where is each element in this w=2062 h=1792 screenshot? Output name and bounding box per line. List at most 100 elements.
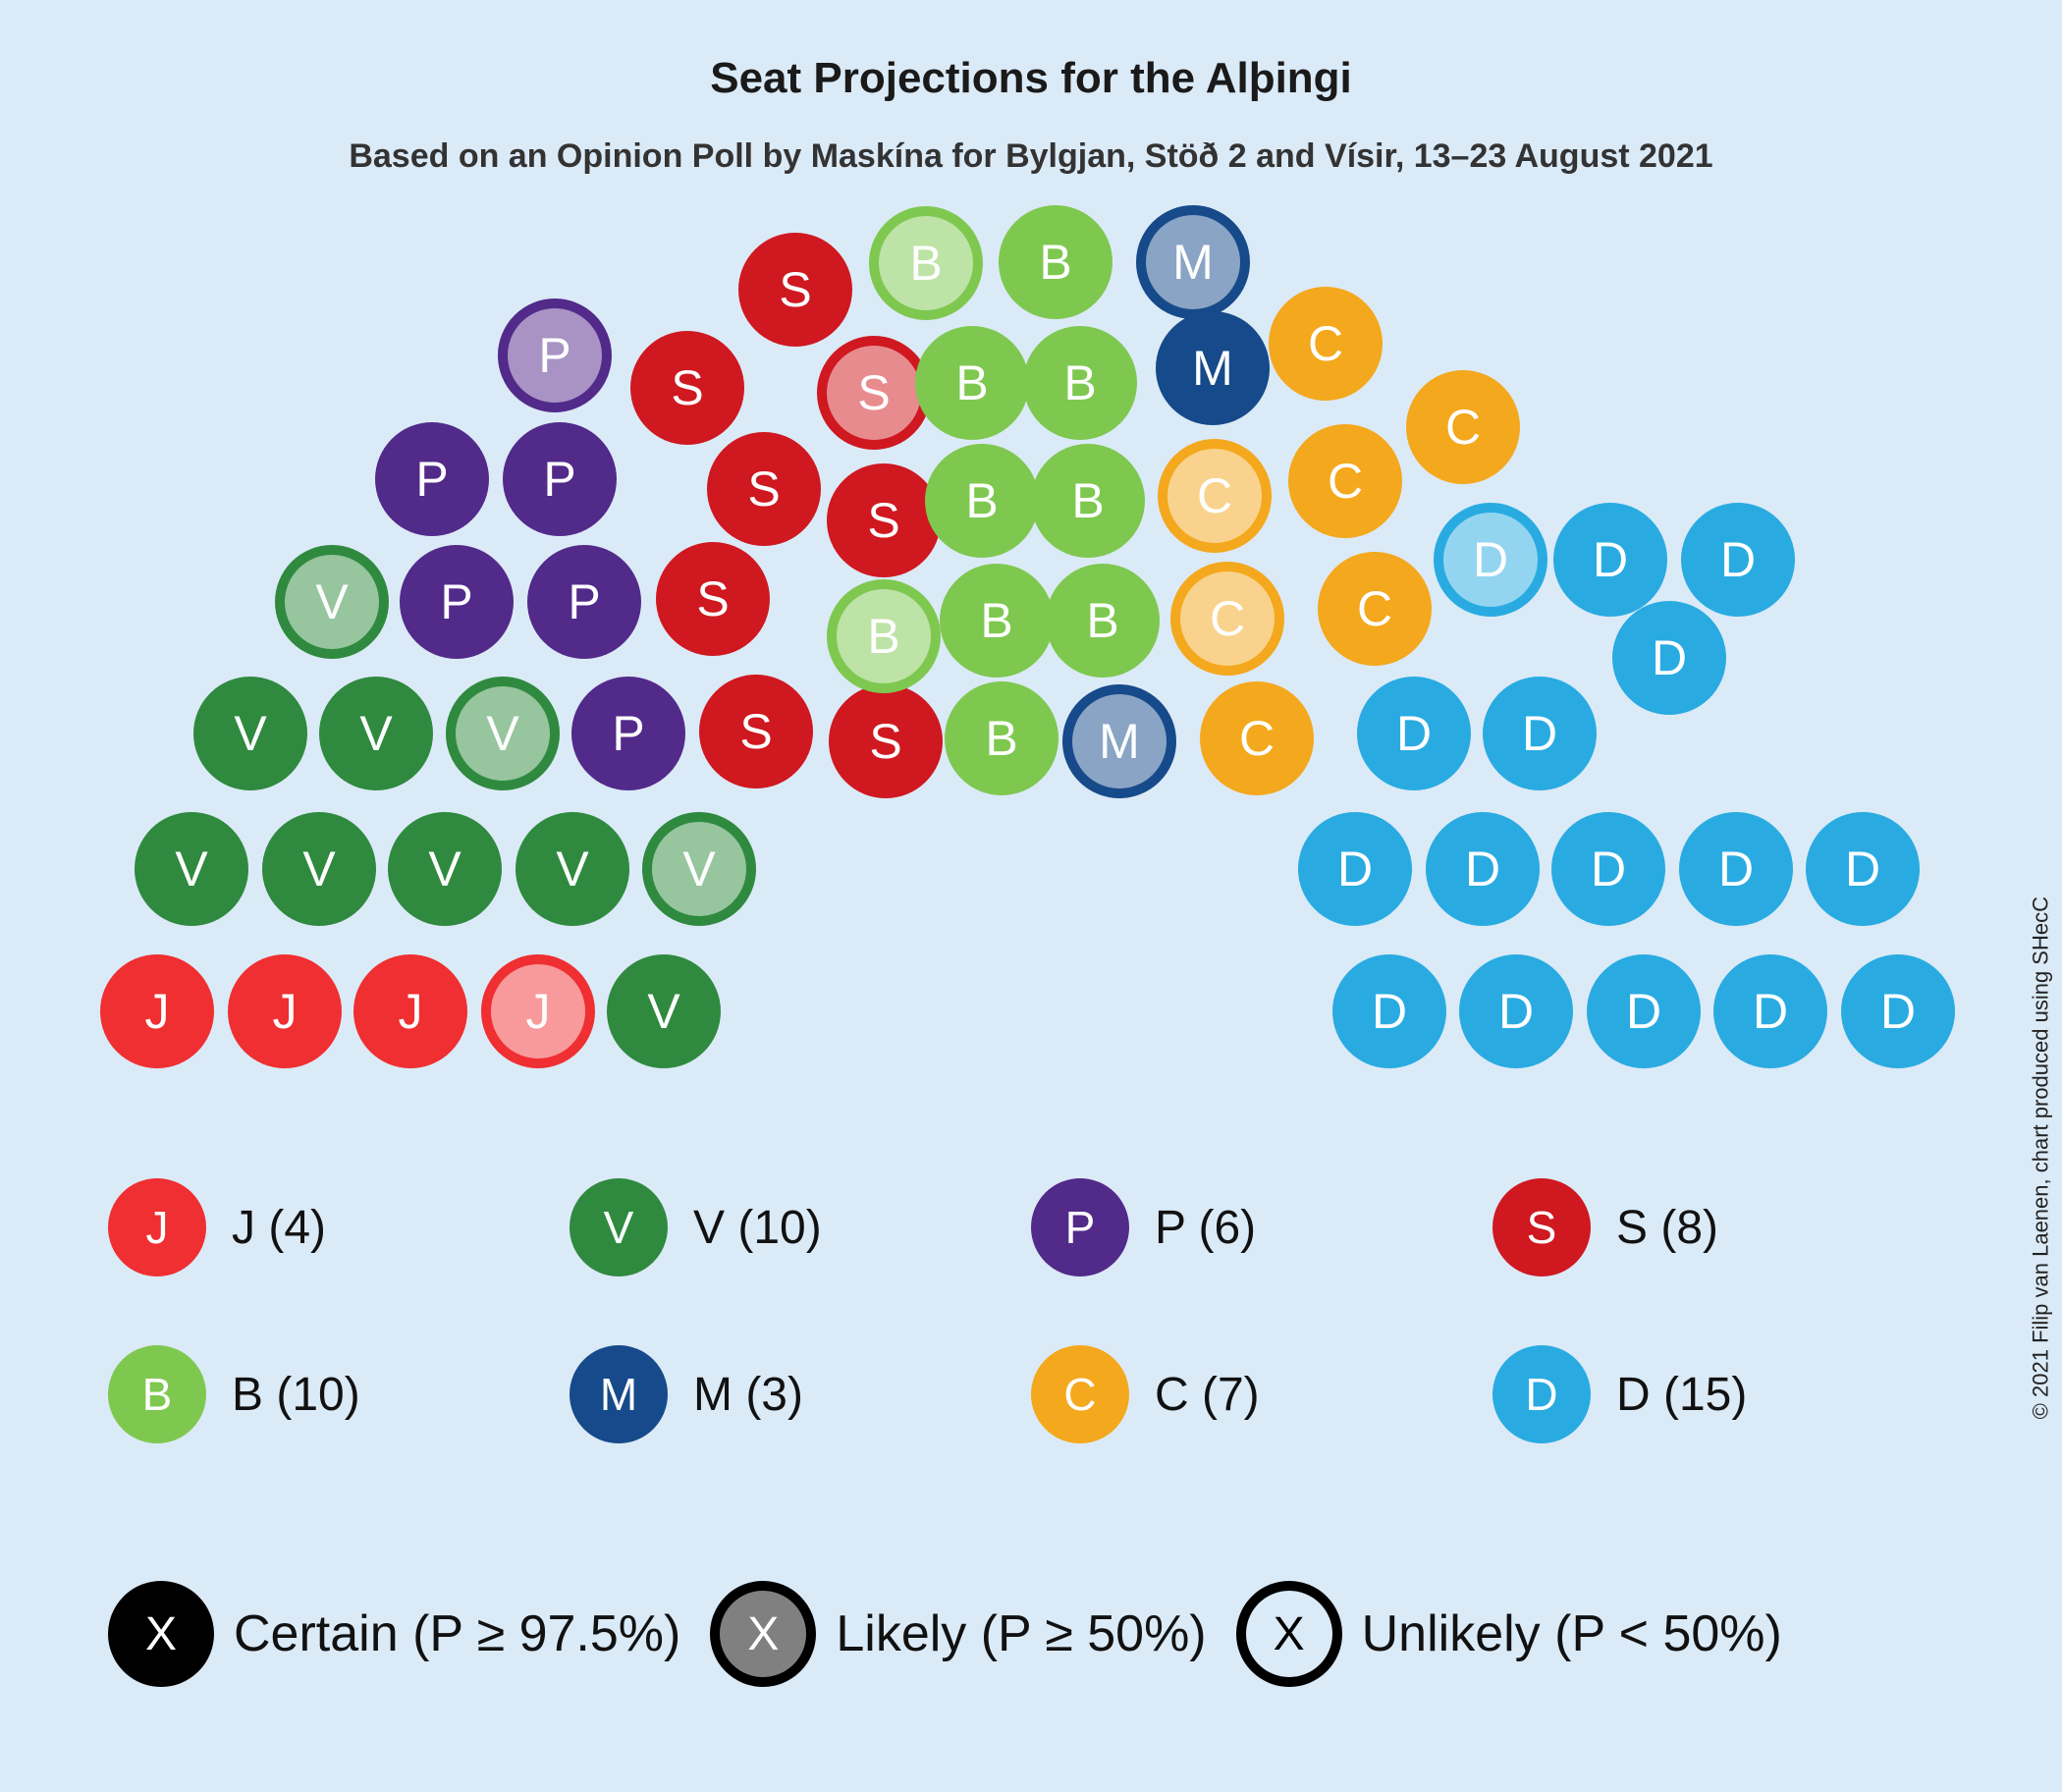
seat-V: V [607,954,721,1068]
legend-item-J: J J (4) [108,1178,570,1276]
seat-M: M [1136,205,1250,319]
party-legend: J J (4) V V (10) P P (6) S S (8) B B (10) M M (3) CC… [108,1178,1954,1443]
legend-label-S: S (8) [1616,1201,1718,1255]
chart-root: Seat Projections for the Alþingi Based o… [0,0,2062,1792]
seat-M: M [1062,684,1176,798]
seat-D: D [1298,812,1412,926]
seat-V: V [135,812,248,926]
legend-item-V: V V (10) [570,1178,1031,1276]
seat-V: V [642,812,756,926]
seat-D: D [1841,954,1955,1068]
legend-dot-C: C [1031,1345,1129,1443]
seat-B: B [827,579,941,693]
seat-M: M [1156,311,1270,425]
legend-dot-S: S [1492,1178,1591,1276]
prob-dot-unlikely: X [1236,1581,1342,1687]
seat-B: B [1046,564,1160,678]
seat-D: D [1483,677,1597,790]
seat-P: P [503,422,617,536]
seat-S: S [699,675,813,788]
legend-label-V: V (10) [693,1201,822,1255]
seat-D: D [1679,812,1793,926]
legend-dot-M: M [570,1345,668,1443]
prob-dot-certain: X [108,1581,214,1687]
seat-B: B [869,206,983,320]
seat-D: D [1587,954,1701,1068]
prob-label-unlikely: Unlikely (P < 50%) [1362,1604,1782,1663]
legend-label-M: M (3) [693,1368,803,1422]
seat-S: S [707,432,821,546]
seat-C: C [1269,287,1383,401]
seat-S: S [738,233,852,347]
legend-dot-D: D [1492,1345,1591,1443]
seat-J: J [481,954,595,1068]
chart-title: Seat Projections for the Alþingi [0,54,2062,103]
seat-B: B [945,681,1058,795]
seat-P: P [498,299,612,412]
seat-D: D [1357,677,1471,790]
seat-C: C [1170,562,1284,676]
seat-V: V [193,677,307,790]
seat-P: P [571,677,685,790]
seat-S: S [656,542,770,656]
seat-C: C [1200,681,1314,795]
seat-S: S [630,331,744,445]
seat-D: D [1459,954,1573,1068]
seat-B: B [940,564,1054,678]
legend-dot-B: B [108,1345,206,1443]
prob-label-likely: Likely (P ≥ 50%) [836,1604,1206,1663]
seat-V: V [388,812,502,926]
seat-V: V [446,677,560,790]
seat-P: P [400,545,514,659]
seat-D: D [1806,812,1920,926]
seat-C: C [1406,370,1520,484]
seat-S: S [817,336,931,450]
legend-item-B: B B (10) [108,1345,570,1443]
seat-B: B [1031,444,1145,558]
seat-B: B [925,444,1039,558]
legend-item-P: P P (6) [1031,1178,1492,1276]
seat-C: C [1318,552,1432,666]
seat-V: V [275,545,389,659]
legend-item-C: C C (7) [1031,1345,1492,1443]
seat-C: C [1158,439,1272,553]
seat-D: D [1553,503,1667,617]
seat-S: S [827,463,941,577]
seat-V: V [516,812,629,926]
seat-P: P [375,422,489,536]
legend-label-P: P (6) [1155,1201,1256,1255]
legend-item-S: S S (8) [1492,1178,1954,1276]
chart-subtitle: Based on an Opinion Poll by Maskína for … [0,137,2062,176]
seat-J: J [228,954,342,1068]
legend-item-D: D D (15) [1492,1345,1954,1443]
legend-dot-P: P [1031,1178,1129,1276]
legend-label-C: C (7) [1155,1368,1260,1422]
seat-D: D [1426,812,1540,926]
seat-S: S [829,684,943,798]
legend-label-B: B (10) [232,1368,360,1422]
seat-J: J [100,954,214,1068]
seat-P: P [527,545,641,659]
legend-item-M: M M (3) [570,1345,1031,1443]
seat-B: B [1023,326,1137,440]
seat-D: D [1681,503,1795,617]
seat-V: V [319,677,433,790]
seat-B: B [915,326,1029,440]
seat-D: D [1434,503,1547,617]
probability-legend: X Certain (P ≥ 97.5%) X Likely (P ≥ 50%) X Un… [108,1581,2003,1687]
seat-D: D [1332,954,1446,1068]
hemicycle-seats: JJJJVVVVVVVVVPVPPPPPSSSSSSSSBBBBBBBBBBMM… [0,196,2062,1080]
legend-label-J: J (4) [232,1201,326,1255]
seat-J: J [353,954,467,1068]
seat-C: C [1288,424,1402,538]
prob-dot-likely: X [710,1581,816,1687]
legend-dot-V: V [570,1178,668,1276]
seat-D: D [1612,601,1726,715]
seat-D: D [1713,954,1827,1068]
seat-B: B [999,205,1112,319]
seat-D: D [1551,812,1665,926]
legend-dot-J: J [108,1178,206,1276]
prob-label-certain: Certain (P ≥ 97.5%) [234,1604,680,1663]
legend-label-D: D (15) [1616,1368,1747,1422]
seat-V: V [262,812,376,926]
